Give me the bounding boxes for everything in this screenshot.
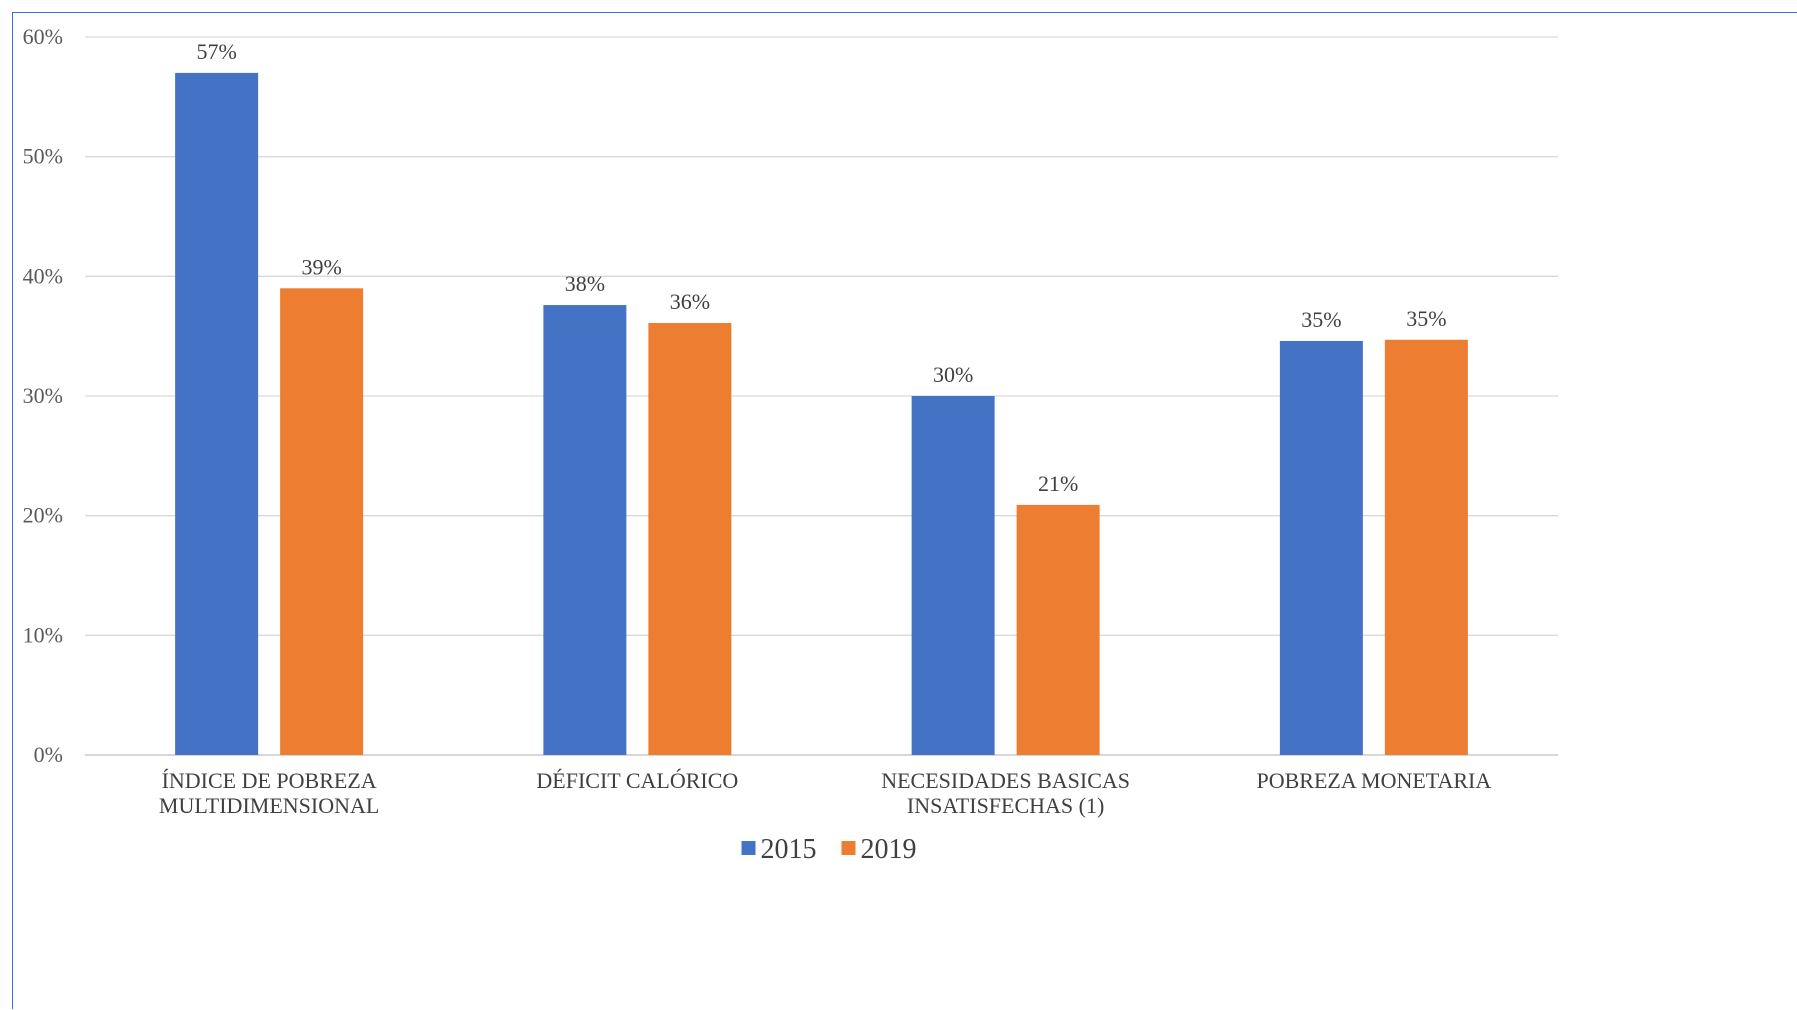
category-label: POBREZA MONETARIA	[1257, 768, 1492, 793]
category-label-line: INSATISFECHAS (1)	[907, 793, 1104, 818]
legend: 2015 2019	[741, 834, 917, 865]
y-tick-label: 60%	[23, 24, 63, 49]
category-label: ÍNDICE DE POBREZA MULTIDIMENSIONAL	[159, 768, 379, 818]
bar-2019	[280, 288, 364, 755]
category-label-line: POBREZA MONETARIA	[1257, 768, 1492, 793]
data-label-2015: 38%	[565, 271, 605, 296]
data-labels: 57% 39% 38% 36% 30% 21% 35% 35%	[196, 39, 1446, 496]
data-label-2019: 21%	[1038, 471, 1078, 496]
bar-chart: 0% 10% 20% 30% 40% 50% 60% 57% 39% 38% 36% 30% 21% 3…	[23, 24, 1558, 865]
category-label: DÉFICIT CALÓRICO	[536, 768, 738, 793]
y-tick-label: 0%	[34, 742, 63, 767]
category-label: NECESIDADES BASICAS INSATISFECHAS (1)	[881, 768, 1130, 818]
legend-label-2015: 2015	[761, 834, 817, 865]
data-label-2015: 30%	[933, 362, 973, 387]
category-labels: ÍNDICE DE POBREZA MULTIDIMENSIONAL DÉFICIT…	[159, 768, 1491, 818]
data-label-2015: 57%	[196, 39, 236, 64]
legend-label-2019: 2019	[861, 834, 917, 865]
bar-2015	[175, 72, 259, 755]
y-tick-label: 30%	[23, 383, 63, 408]
bar-2019	[1016, 504, 1100, 755]
y-tick-label: 40%	[23, 263, 63, 288]
category-label-line: DÉFICIT CALÓRICO	[536, 768, 738, 793]
y-tick-label: 50%	[23, 144, 63, 169]
y-tick-label: 10%	[23, 622, 63, 647]
bar-2019	[648, 323, 732, 755]
bar-2019	[1384, 339, 1468, 755]
data-label-2019: 35%	[1406, 306, 1446, 331]
category-label-line: ÍNDICE DE POBREZA	[162, 768, 377, 793]
category-label-line: NECESIDADES BASICAS	[881, 768, 1130, 793]
y-tick-label: 20%	[23, 503, 63, 528]
category-label-line: MULTIDIMENSIONAL	[159, 793, 379, 818]
bar-2015	[911, 396, 995, 755]
legend-swatch-2015	[741, 841, 756, 855]
bars	[175, 72, 1468, 755]
data-label-2019: 39%	[301, 254, 341, 279]
bar-2015	[1279, 340, 1363, 755]
chart-frame: 0% 10% 20% 30% 40% 50% 60% 57% 39% 38% 36% 30% 21% 3…	[12, 12, 1797, 1009]
y-axis-tick-labels: 0% 10% 20% 30% 40% 50% 60%	[23, 24, 63, 767]
legend-swatch-2019	[841, 841, 856, 855]
data-label-2015: 35%	[1301, 307, 1341, 332]
bar-2015	[543, 305, 627, 755]
data-label-2019: 36%	[670, 289, 710, 314]
